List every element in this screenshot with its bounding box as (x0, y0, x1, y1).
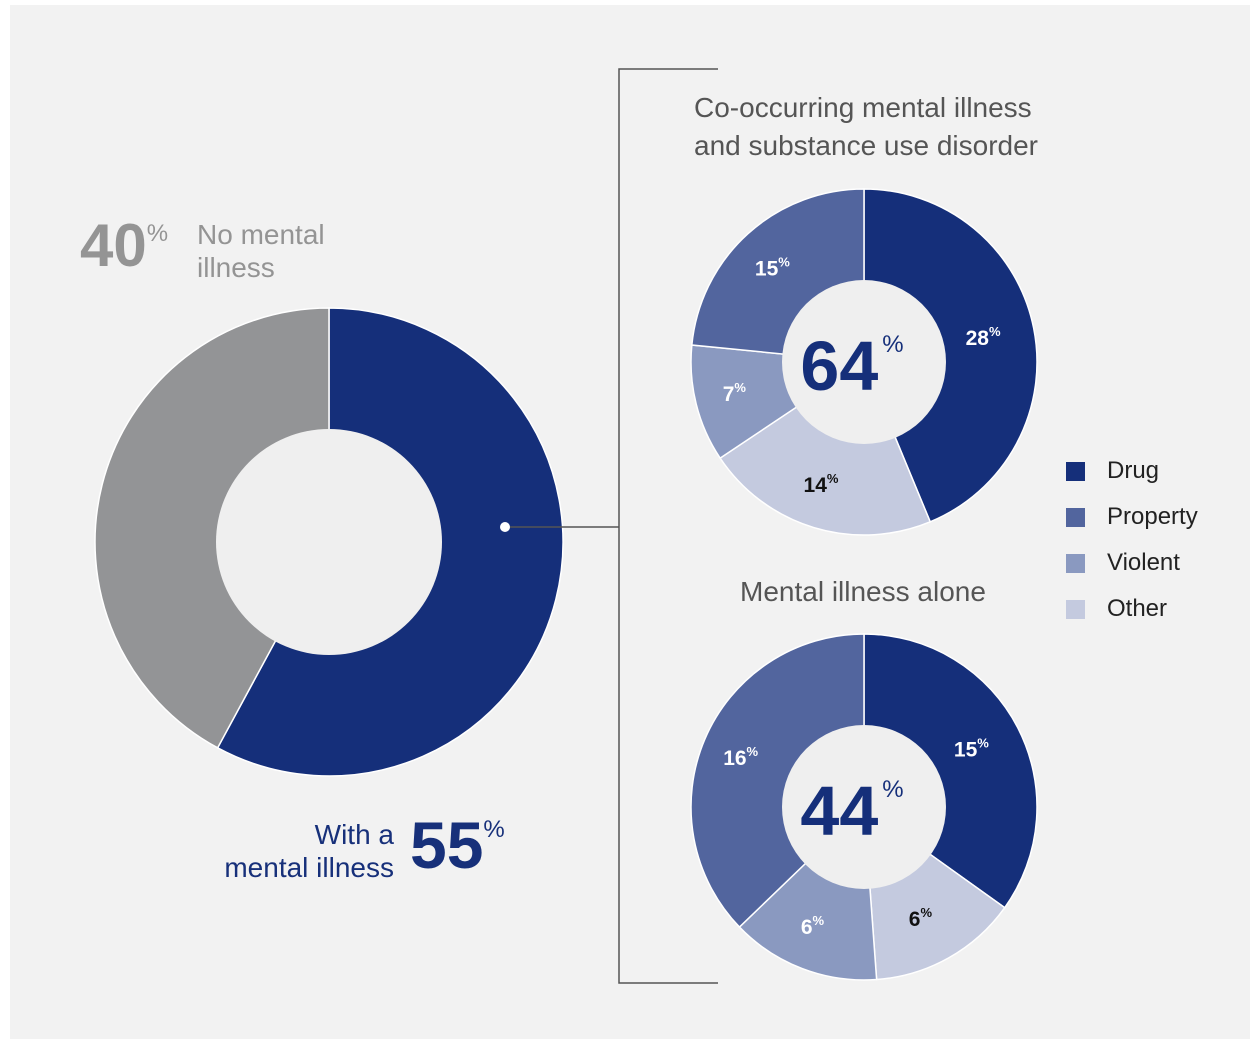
co-occurring-slice-drug (863, 188, 1038, 523)
alone-label-drug-pct: % (977, 736, 989, 751)
no-mental-illness-value: 40% (80, 212, 169, 279)
legend-label-drug: Drug (1107, 457, 1160, 484)
co-occurring-label-other-pct: % (827, 471, 839, 486)
alone-slice-property (690, 633, 865, 929)
legend: Drug Property Violent Other (1066, 448, 1198, 632)
legend-label-property: Property (1107, 503, 1198, 530)
legend-label-other: Other (1107, 595, 1168, 622)
mental-illness-alone-title: Mental illness alone (740, 576, 986, 607)
legend-item-property: Property (1066, 494, 1198, 540)
alone-slice-drug (863, 633, 1038, 909)
co-occurring-total-pct: % (882, 331, 903, 358)
alone-center (782, 725, 946, 889)
legend-item-other: Other (1066, 586, 1198, 632)
alone-label-property-pct: % (747, 744, 759, 759)
mental-illness-alone-pie: 15%6%6%16%44% (690, 633, 1038, 981)
no-mental-illness-label: No mental illness (197, 219, 325, 283)
with-mental-illness-value: 55% (410, 808, 505, 882)
legend-swatch-property (1066, 507, 1085, 527)
alone-label-violent-pct: % (813, 913, 825, 928)
legend-item-drug: Drug (1066, 448, 1198, 494)
bracket-connector (500, 68, 718, 984)
legend-label-violent: Violent (1107, 549, 1180, 576)
co-occurring-center (782, 280, 946, 444)
co-occurring-label-drug-pct: % (989, 324, 1001, 339)
legend-item-violent: Violent (1066, 540, 1198, 586)
co-occurring-pie: 28%14%7%15%64% (690, 188, 1038, 536)
co-occurring-label-property-pct: % (778, 255, 790, 270)
alone-total-pct: % (882, 776, 903, 803)
co-occurring-label-other: 14% (804, 471, 839, 497)
connector-dot (500, 522, 510, 532)
legend-swatch-drug (1066, 461, 1085, 481)
alone-label-other-pct: % (920, 905, 932, 920)
legend-swatch-other (1066, 599, 1085, 619)
main-donut (94, 307, 564, 777)
bracket-line (618, 68, 718, 984)
main-center (216, 429, 442, 655)
co-occurring-title: Co-occurring mental illness and substanc… (694, 92, 1038, 161)
legend-swatch-violent (1066, 553, 1085, 573)
co-occurring-label-drug: 28% (966, 324, 1001, 350)
co-occurring-label-violent-pct: % (734, 380, 746, 395)
with-mental-illness-label: With a mental illness (224, 819, 394, 883)
